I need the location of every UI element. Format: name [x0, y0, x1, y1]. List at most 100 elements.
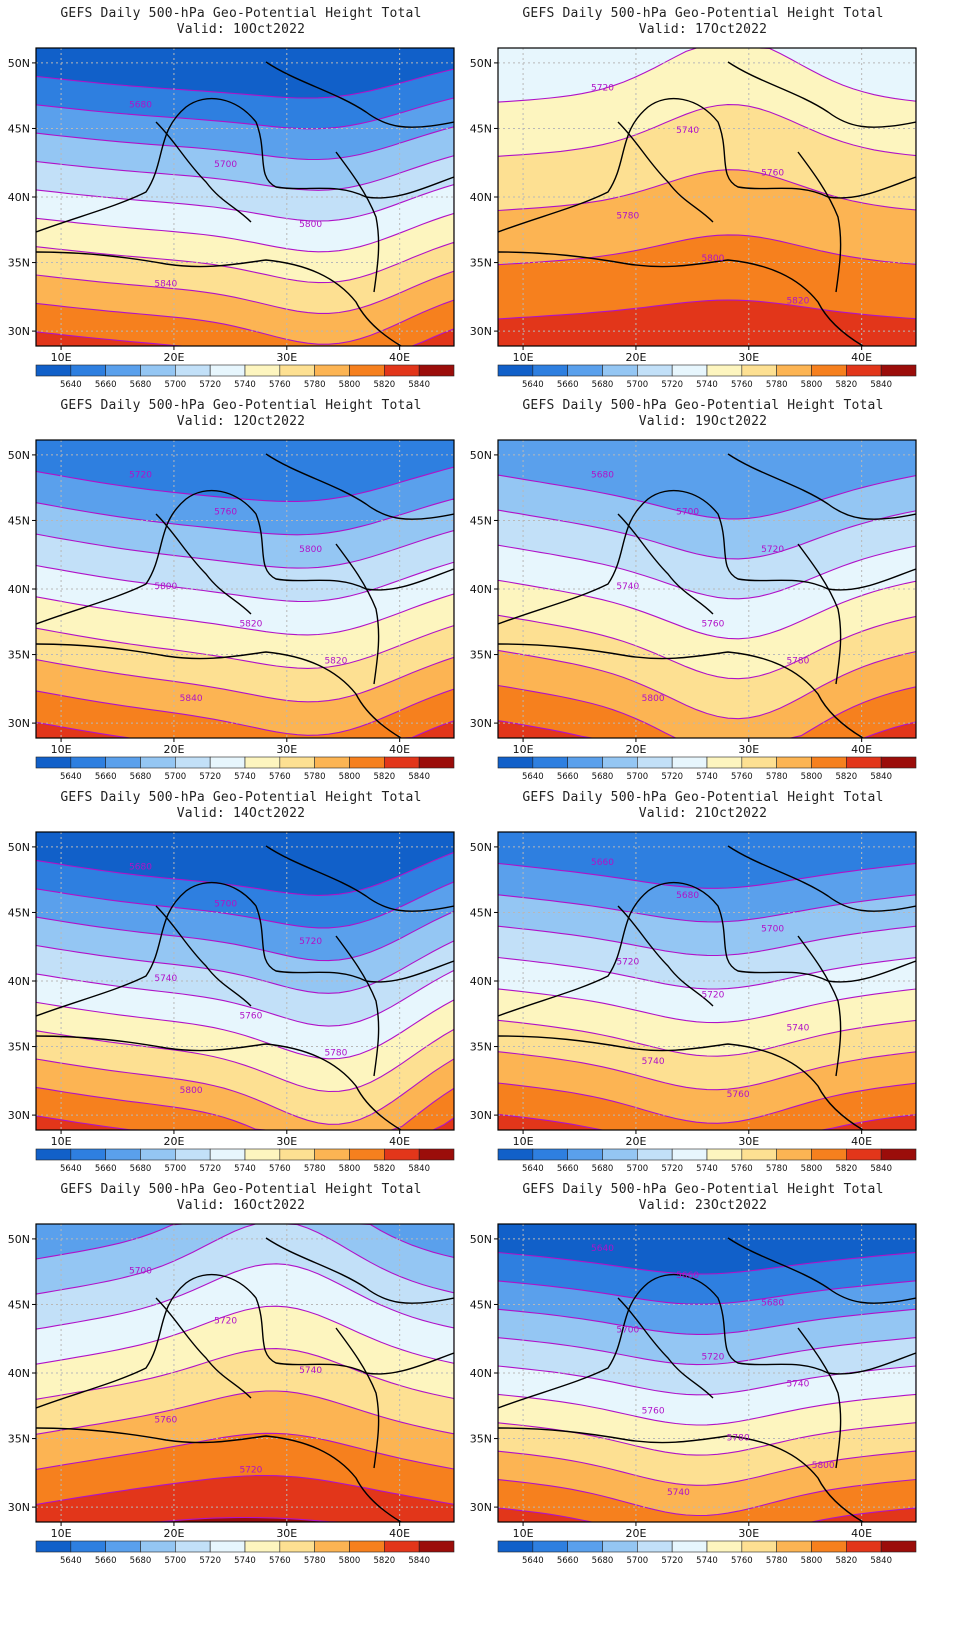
fill-band — [36, 1516, 454, 1522]
contour-label: 5820 — [239, 619, 262, 629]
panel-valid-date: Valid: 16Oct2022 — [176, 1198, 306, 1213]
latitude-tick-label: 45N — [470, 1298, 492, 1311]
contour-label: 5840 — [180, 694, 203, 704]
contour-label: 5700 — [214, 900, 237, 910]
fill-band — [36, 1474, 454, 1522]
colorbar-swatch — [497, 364, 534, 377]
colorbar-label: 5660 — [557, 380, 579, 390]
latitude-tick-label: 35N — [8, 649, 30, 662]
colorbar-swatch — [706, 1540, 743, 1553]
colorbar-label: 5680 — [592, 772, 614, 782]
contour-label: 5720 — [129, 470, 152, 480]
longitude-tick-label: 30E — [276, 1527, 297, 1540]
colorbar-swatch — [175, 1540, 211, 1553]
longitude-tick-label: 10E — [51, 1527, 72, 1540]
map-panel-23Oct2022: GEFS Daily 500-hPa Geo-Potential Height … — [468, 1178, 938, 1582]
contour-label: 5680 — [129, 862, 152, 872]
colorbar-swatch — [314, 756, 350, 769]
colorbar-label: 5680 — [592, 380, 614, 390]
colorbar-swatch — [846, 364, 882, 377]
contour-label: 5740 — [786, 1380, 809, 1390]
fill-band — [498, 1113, 916, 1130]
colorbar-label: 5640 — [522, 1556, 544, 1566]
coastline — [498, 251, 864, 346]
colorbar-label: 5760 — [269, 1164, 291, 1174]
latitude-tick-label: 40N — [8, 1367, 30, 1380]
colorbar-label: 5660 — [95, 1556, 117, 1566]
coastline — [727, 61, 916, 128]
contour-label: 5820 — [786, 296, 809, 306]
colorbar-swatch — [532, 756, 568, 769]
colorbar-swatch — [418, 364, 455, 377]
coastline — [797, 935, 842, 1077]
colorbar-swatch — [741, 756, 777, 769]
coastline — [155, 1297, 252, 1399]
contour-label: 5640 — [591, 1244, 614, 1254]
latitude-tick-label: 30N — [8, 1109, 30, 1122]
coastline — [265, 453, 454, 520]
map-panel-14Oct2022: GEFS Daily 500-hPa Geo-Potential Height … — [6, 786, 476, 1190]
longitude-tick-label: 20E — [625, 1527, 646, 1540]
contour-label: 5820 — [324, 657, 347, 667]
longitude-tick-label: 20E — [625, 351, 646, 364]
colorbar-swatch — [532, 1148, 568, 1161]
latitude-tick-label: 45N — [8, 514, 30, 527]
colorbar-swatch — [35, 1148, 72, 1161]
colorbar-label: 5760 — [731, 380, 753, 390]
colorbar-label: 5660 — [95, 1164, 117, 1174]
colorbar-swatch — [418, 1540, 455, 1553]
colorbar-swatch — [846, 1540, 882, 1553]
map-panel-19Oct2022: GEFS Daily 500-hPa Geo-Potential Height … — [468, 394, 938, 798]
panel-title: GEFS Daily 500-hPa Geo-Potential Height … — [60, 398, 422, 413]
colorbar-swatch — [314, 1148, 350, 1161]
coastline — [265, 61, 454, 128]
panel-valid-date: Valid: 21Oct2022 — [638, 806, 768, 821]
latitude-tick-label: 50N — [470, 1233, 492, 1246]
colorbar-label: 5700 — [627, 1556, 649, 1566]
geopotential-map: 5700 5720 5740 5760 5720 50N 45N 40N 35N 30N 10E 20… — [8, 1223, 455, 1566]
colorbar-label: 5780 — [766, 1164, 788, 1174]
contour-label: 5800 — [299, 545, 322, 555]
colorbar-swatch — [532, 1540, 568, 1553]
fill-band — [36, 688, 454, 738]
coastline — [335, 151, 380, 293]
colorbar-swatch — [637, 364, 673, 377]
colorbar-swatch — [671, 1148, 708, 1161]
colorbar-label: 5820 — [836, 380, 858, 390]
coastline — [36, 1427, 402, 1522]
colorbar-swatch — [741, 364, 777, 377]
contour-label: 5720 — [701, 1353, 724, 1363]
contour-label: 5720 — [701, 991, 724, 1001]
coastline — [797, 1327, 842, 1469]
longitude-tick-label: 30E — [738, 743, 759, 756]
colorbar-label: 5740 — [696, 772, 718, 782]
colorbar-label: 5700 — [165, 380, 187, 390]
latitude-tick-label: 50N — [470, 57, 492, 70]
colorbar-swatch — [105, 1148, 141, 1161]
coastline — [265, 1237, 454, 1304]
latitude-tick-label: 30N — [470, 1501, 492, 1514]
colorbar-label: 5780 — [766, 380, 788, 390]
colorbar-swatch — [776, 364, 812, 377]
colorbar-swatch — [35, 756, 72, 769]
contour-label: 5740 — [616, 582, 639, 592]
colorbar-swatch — [637, 756, 673, 769]
map-panel-12Oct2022: GEFS Daily 500-hPa Geo-Potential Height … — [6, 394, 476, 798]
panel-title: GEFS Daily 500-hPa Geo-Potential Height … — [522, 790, 884, 805]
longitude-tick-label: 20E — [163, 1527, 184, 1540]
coastline — [617, 1297, 714, 1399]
colorbar-label: 5720 — [199, 772, 221, 782]
colorbar-label: 5800 — [801, 1164, 823, 1174]
colorbar-swatch — [880, 364, 917, 377]
longitude-tick-label: 20E — [163, 743, 184, 756]
latitude-tick-label: 40N — [470, 1367, 492, 1380]
colorbar-label: 5640 — [60, 1164, 82, 1174]
contour-label: 5700 — [214, 160, 237, 170]
contour-label: 5760 — [701, 619, 724, 629]
longitude-tick-label: 40E — [389, 1135, 410, 1148]
colorbar-swatch — [140, 1148, 176, 1161]
panel-title: GEFS Daily 500-hPa Geo-Potential Height … — [522, 398, 884, 413]
longitude-tick-label: 40E — [389, 351, 410, 364]
colorbar-label: 5740 — [234, 772, 256, 782]
colorbar-swatch — [567, 1540, 603, 1553]
